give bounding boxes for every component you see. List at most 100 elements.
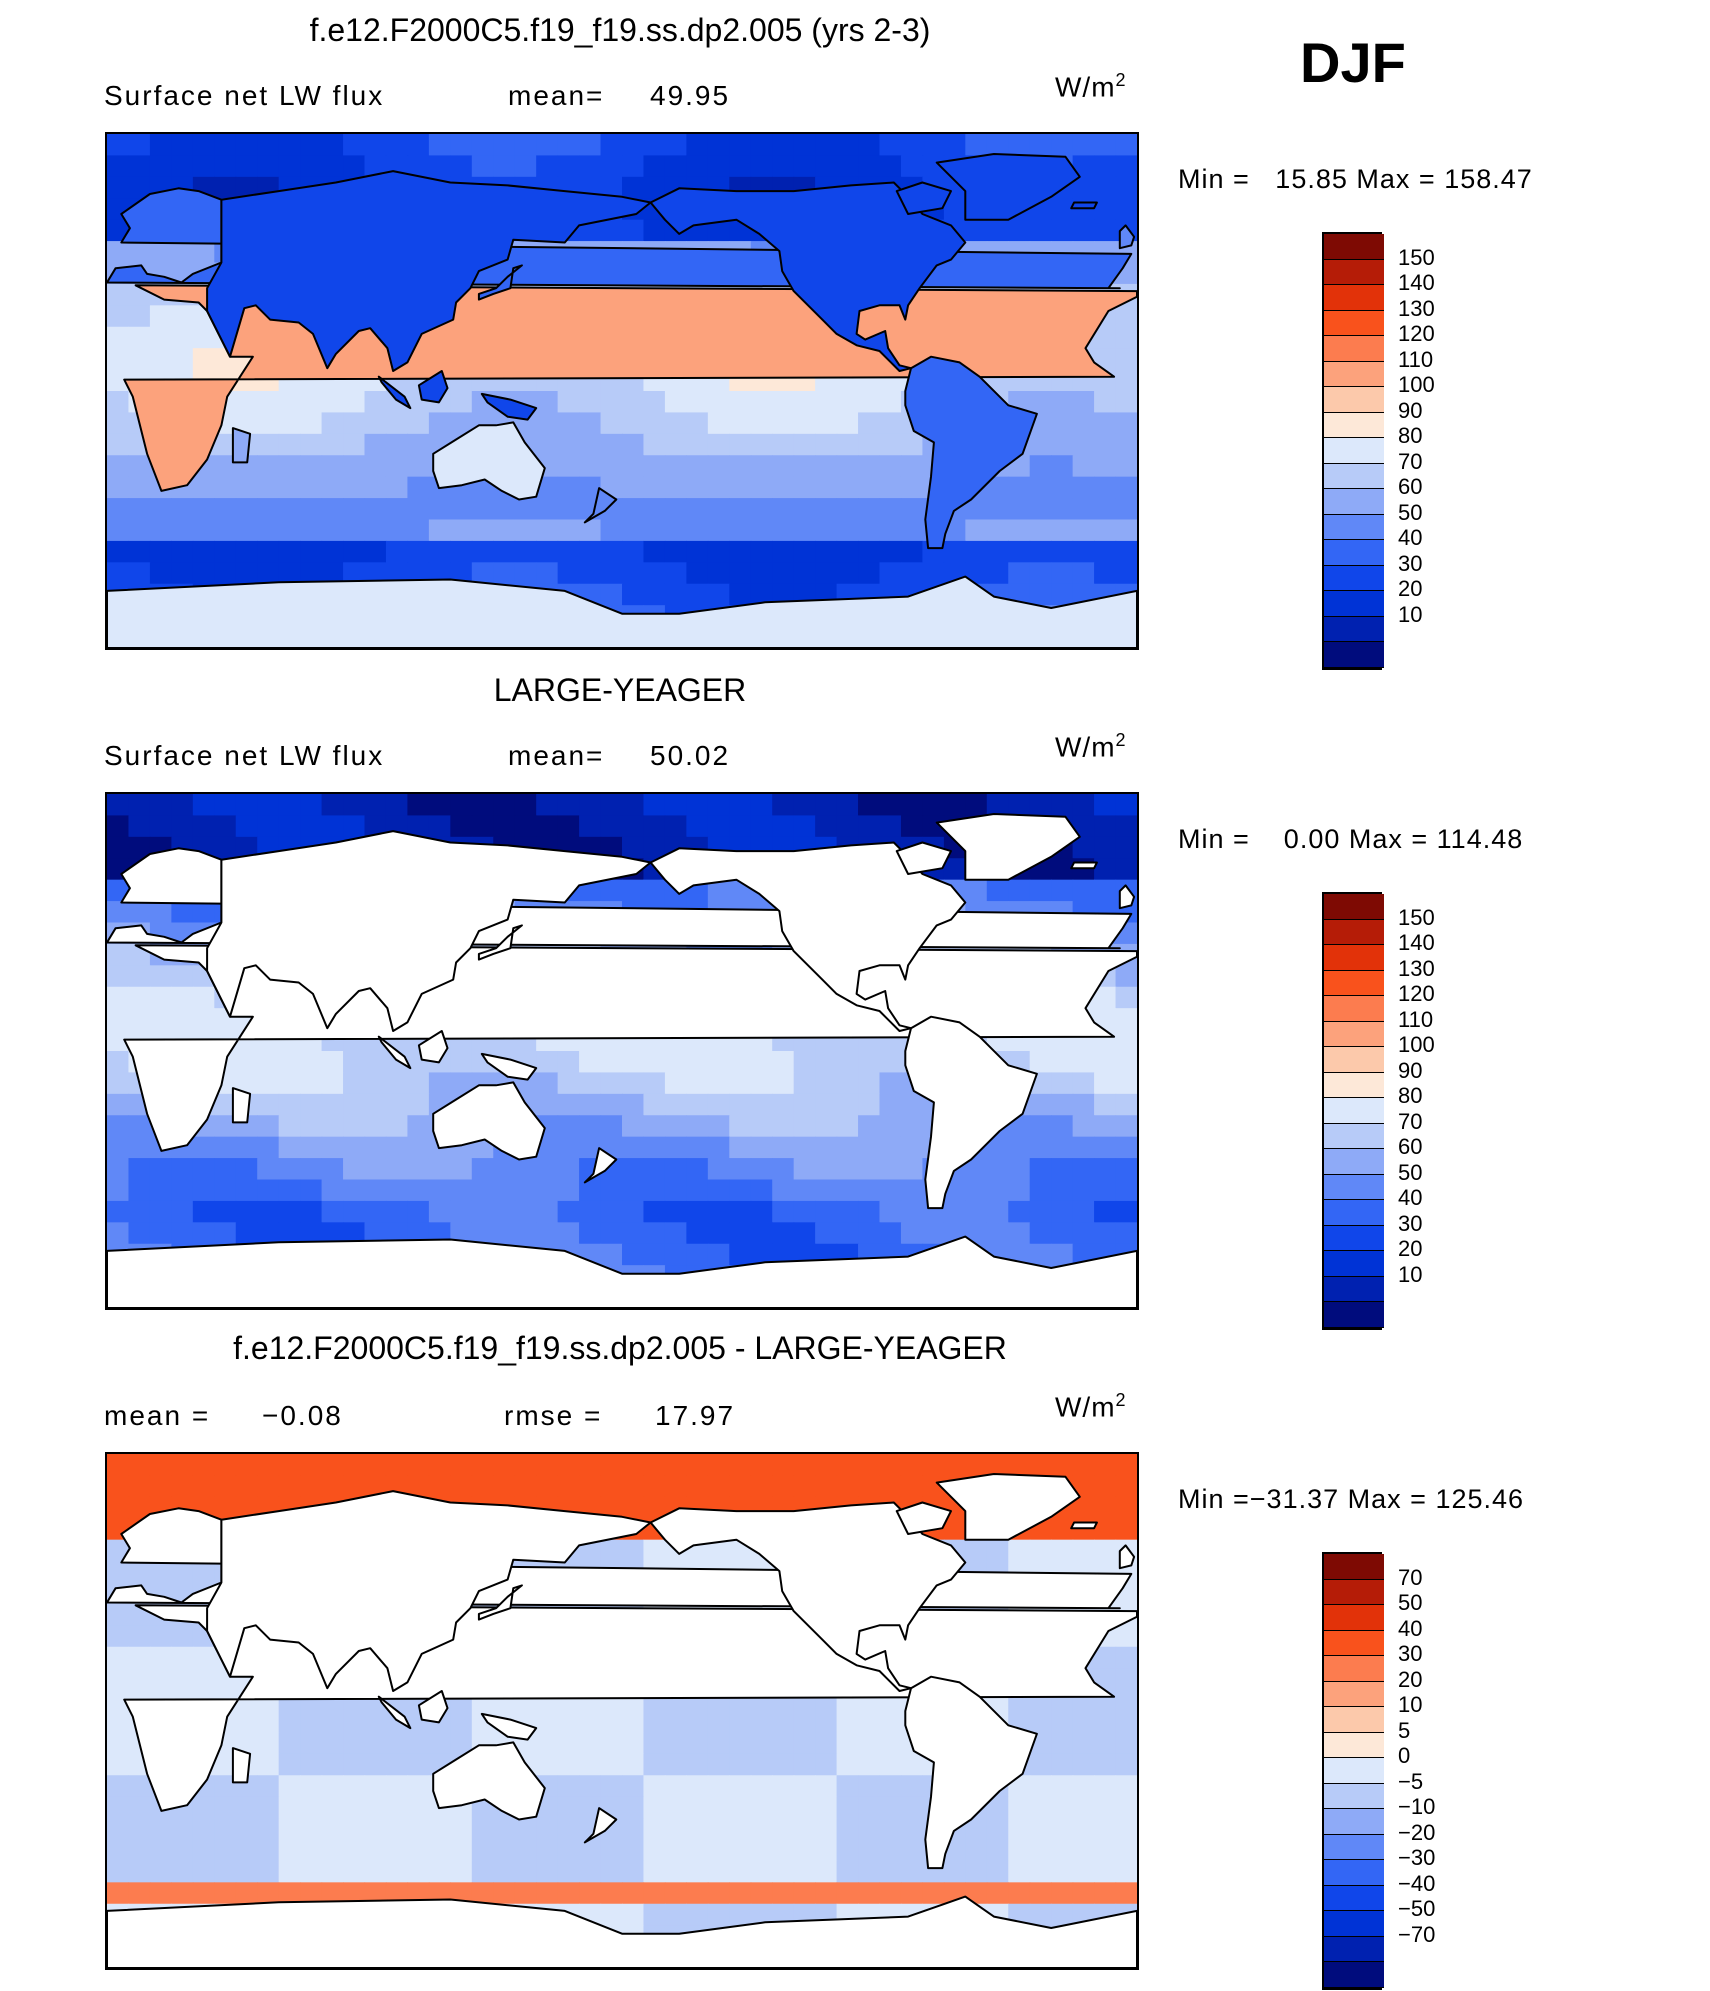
field-cell (1029, 540, 1052, 563)
field-cell (1029, 391, 1052, 414)
field-cell (772, 1775, 795, 1798)
coastline-australia (432, 1081, 546, 1161)
field-cell (793, 412, 816, 435)
field-cell (107, 326, 130, 349)
field-cell (428, 1158, 451, 1181)
field-cell (686, 1158, 709, 1181)
field-cell (321, 1796, 344, 1819)
field-cell (729, 1796, 752, 1819)
field-cell (1051, 1732, 1074, 1755)
field-cell (879, 155, 902, 178)
field-cell (772, 540, 795, 563)
field-cell (321, 1882, 344, 1905)
field-cell (364, 1475, 387, 1498)
field-cell (214, 1496, 237, 1519)
colorbar-segment (1324, 1174, 1384, 1200)
field-cell (600, 455, 623, 478)
field-cell (385, 1179, 409, 1202)
field-cell (858, 1158, 881, 1181)
field-cell (1115, 1818, 1137, 1841)
field-cell (686, 1903, 709, 1926)
field-cell (557, 391, 580, 414)
field-cell (107, 879, 130, 902)
field-cell (300, 1093, 323, 1116)
field-cell (1115, 412, 1137, 435)
field-cell (300, 562, 323, 585)
field-cell (450, 1222, 473, 1245)
field-cell (514, 1179, 537, 1202)
field-cell (579, 1753, 602, 1776)
coastline-greenland (935, 1473, 1081, 1541)
field-cell (879, 519, 902, 542)
field-cell (428, 1072, 451, 1095)
field-cell (793, 1136, 816, 1159)
field-cell (149, 1668, 172, 1691)
field-cell (622, 1136, 645, 1159)
field-cell (579, 1475, 602, 1498)
field-cell (1094, 815, 1117, 838)
field-cell (729, 1200, 752, 1223)
field-cell (793, 1222, 816, 1245)
field-cell (171, 1561, 194, 1584)
field-cell (235, 412, 258, 435)
field-cell (664, 1051, 687, 1074)
colorbar-segment (1324, 945, 1384, 971)
field-cell (536, 815, 559, 838)
field-cell (965, 219, 988, 242)
field-cell (557, 1732, 580, 1755)
field-cell (1115, 134, 1137, 157)
field-cell (600, 433, 623, 456)
field-cell (900, 476, 924, 499)
field-cell (686, 1200, 709, 1223)
field-cell (836, 540, 859, 563)
field-cell (536, 1093, 559, 1116)
field-cell (1115, 1029, 1137, 1052)
field-cell (235, 1454, 258, 1477)
field-cell (858, 1072, 881, 1095)
field-cell (643, 1496, 666, 1519)
field-cell (471, 562, 494, 585)
field-cell (171, 986, 194, 1009)
field-cell (214, 455, 237, 478)
field-cell (171, 519, 194, 542)
field-cell (278, 1882, 301, 1905)
colorbar-segment (1324, 1579, 1384, 1605)
field-cell (707, 1136, 730, 1159)
field-cell (1008, 1179, 1031, 1202)
field-cell (643, 1093, 666, 1116)
field-cell (149, 1200, 172, 1223)
coastline-nz (583, 487, 618, 524)
field-cell (793, 476, 816, 499)
field-cell (278, 433, 301, 456)
field-cell (257, 1753, 280, 1776)
field-cell (1115, 562, 1137, 585)
field-cell (278, 1711, 301, 1734)
field-cell (343, 1115, 366, 1138)
field-cell (772, 1753, 795, 1776)
colorbar-tick-label: 0 (1398, 1743, 1411, 1768)
field-cell (793, 540, 816, 563)
field-cell (107, 943, 130, 966)
field-cell (192, 1222, 215, 1245)
field-cell (407, 1179, 430, 1202)
field-cell (107, 1882, 130, 1905)
colorbar-tick-label: −5 (1398, 1768, 1424, 1794)
field-cell (385, 1136, 409, 1159)
field-cell (793, 1860, 816, 1883)
field-cell (1094, 1796, 1117, 1819)
field-cell (664, 1753, 687, 1776)
field-cell (171, 1668, 194, 1691)
field-cell (793, 498, 816, 521)
field-cell (407, 519, 430, 542)
field-cell (643, 1796, 666, 1819)
field-cell (750, 1882, 773, 1905)
field-cell (557, 455, 580, 478)
field-cell (1008, 1839, 1031, 1862)
field-cell (385, 1882, 409, 1905)
field-cell (622, 1475, 645, 1498)
field-cell (1051, 412, 1074, 435)
field-cell (149, 1454, 172, 1477)
field-cell (278, 498, 301, 521)
field-cell (1094, 476, 1117, 499)
field-cell (450, 391, 473, 414)
